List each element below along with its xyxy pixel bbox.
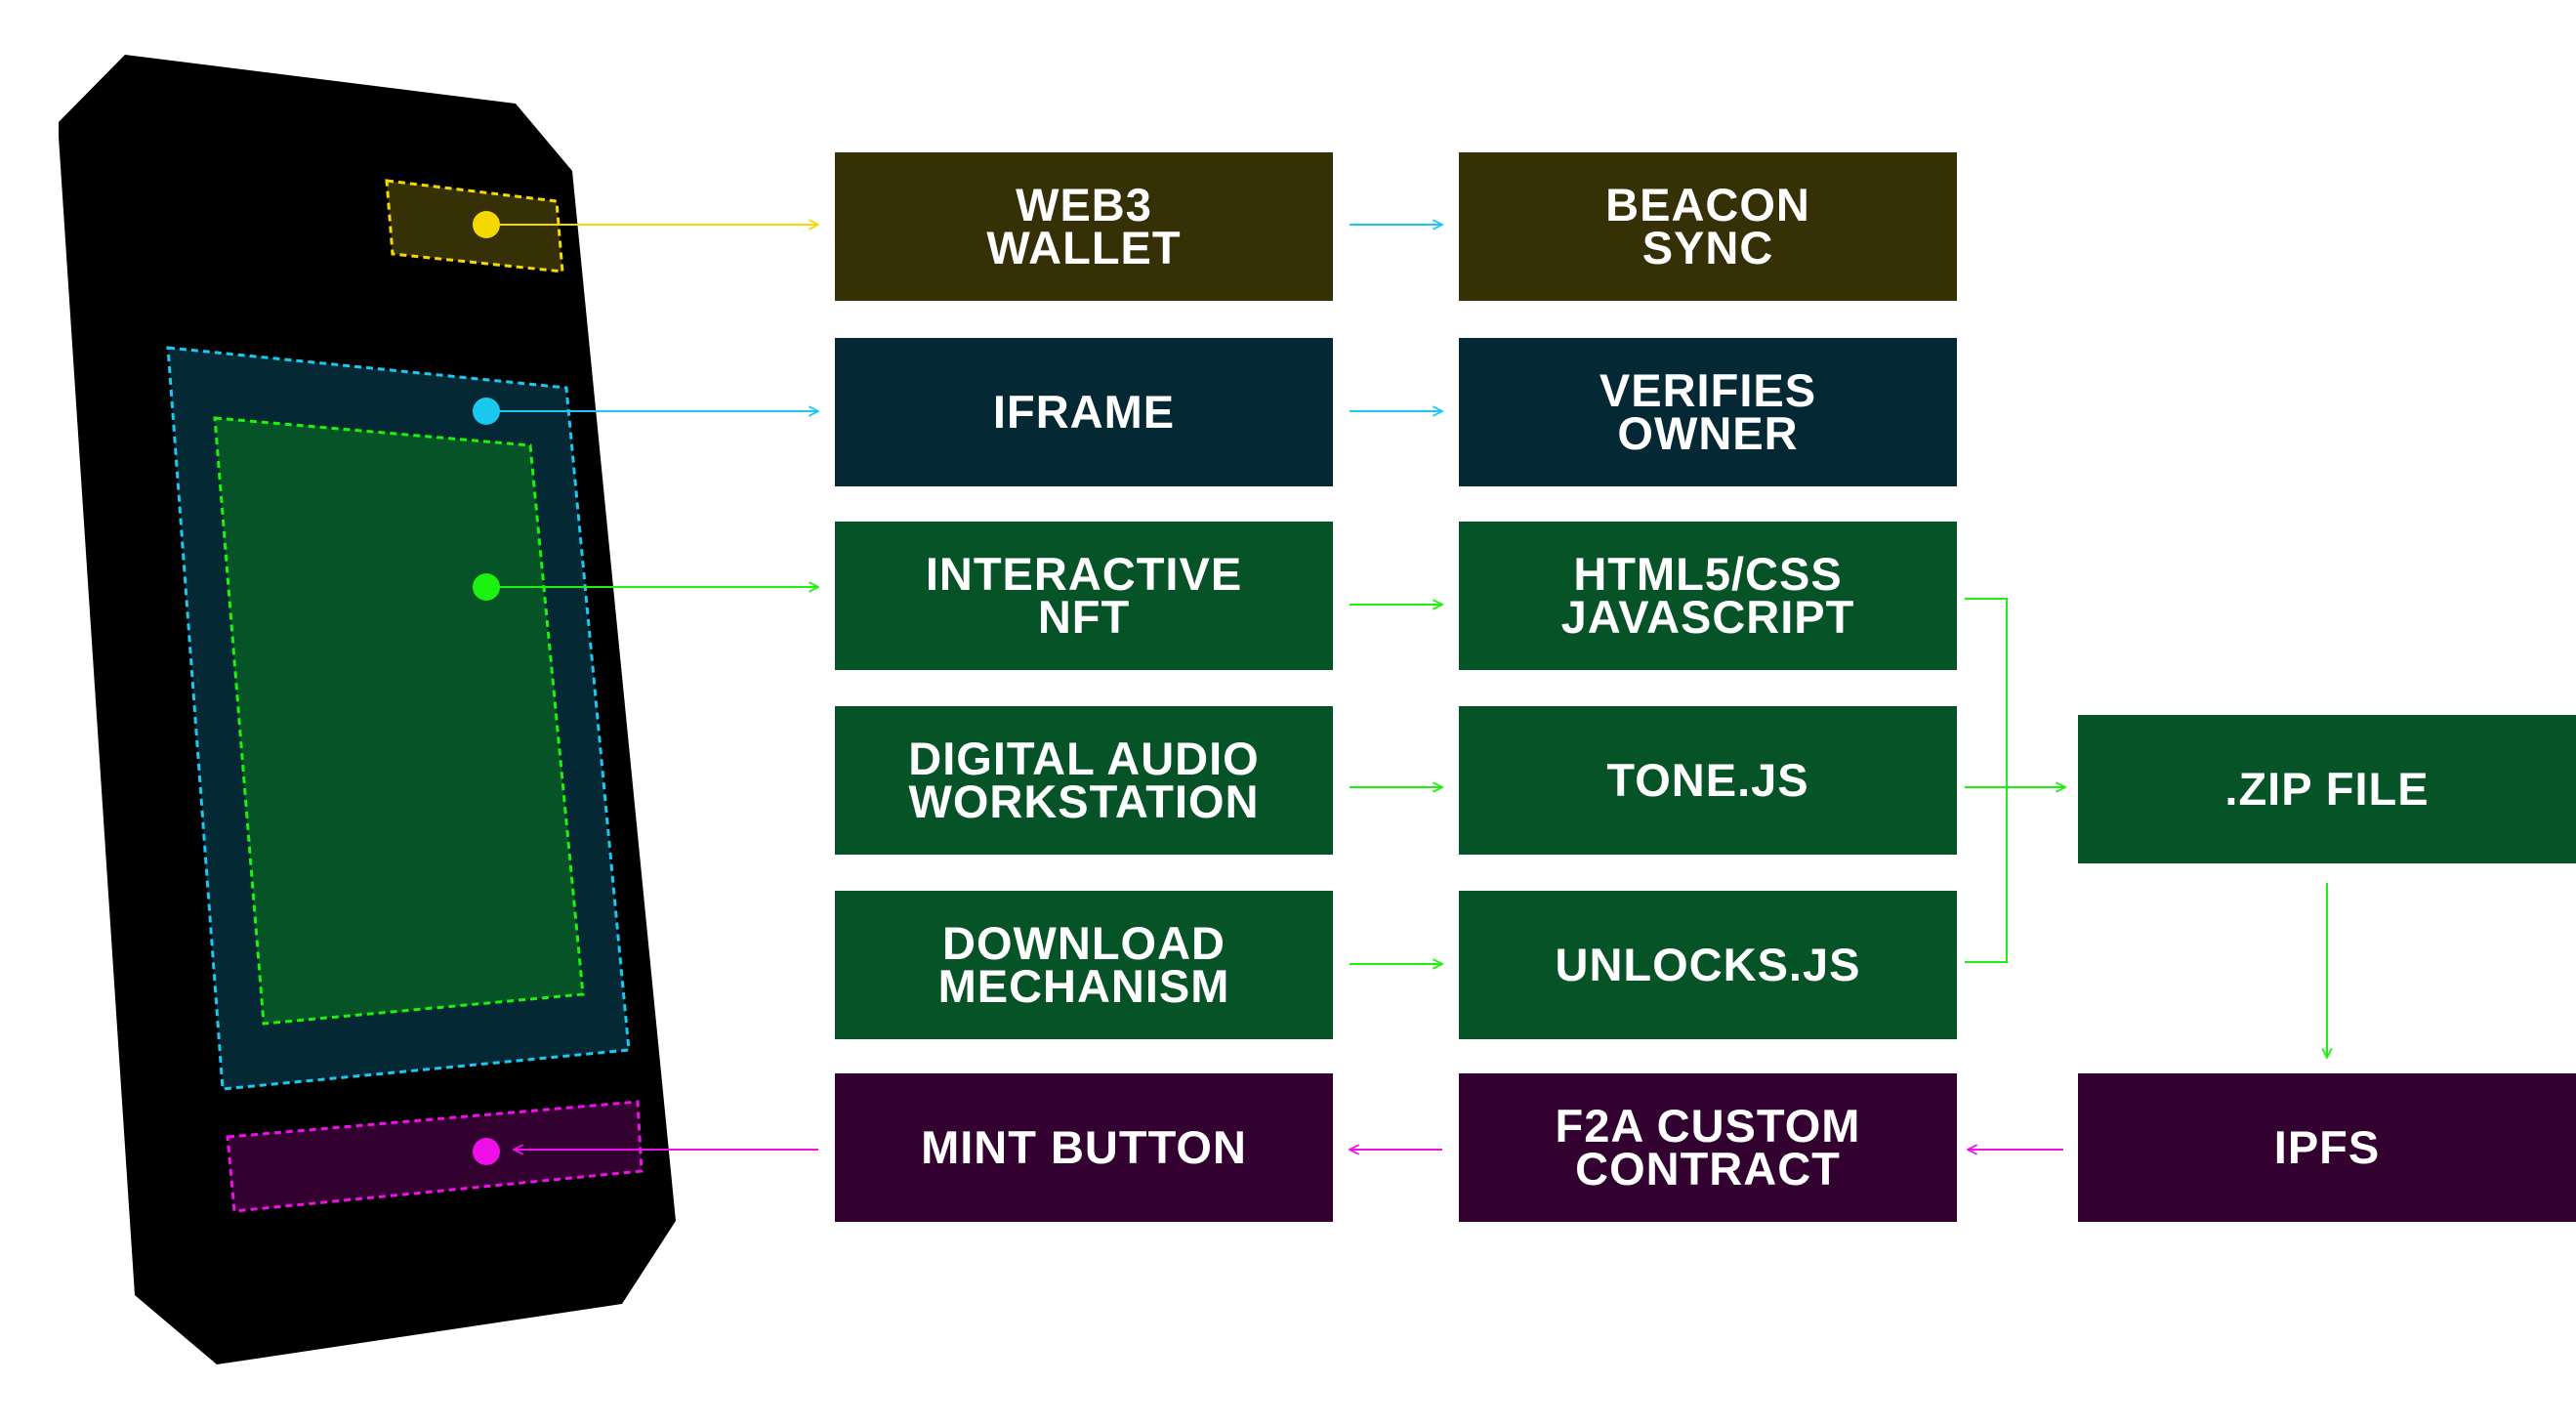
unlocks-js-box: UNLOCKS.JS [1459, 891, 1957, 1039]
verifies-owner-box: VERIFIES OWNER [1459, 338, 1957, 486]
beacon-sync-box: BEACON SYNC [1459, 152, 1957, 301]
web3-wallet-box: WEB3 WALLET [835, 152, 1333, 301]
f2a-contract-line-2: CONTRACT [1575, 1143, 1841, 1195]
interactive-nft-box: INTERACTIVE NFT [835, 522, 1333, 670]
digital-audio-box: DIGITAL AUDIO WORKSTATION [835, 706, 1333, 855]
nft-region [213, 416, 585, 1026]
unlocks-js-label: UNLOCKS.JS [1555, 939, 1861, 990]
download-mechanism-box: DOWNLOAD MECHANISM [835, 891, 1333, 1039]
html5-css-line-2: JAVASCRIPT [1560, 591, 1855, 643]
tone-js-label: TONE.JS [1606, 754, 1809, 806]
beacon-sync-line-2: SYNC [1641, 222, 1774, 273]
bracket-js-sources [1965, 598, 2008, 963]
html5-css-line-1: HTML5/CSS [1573, 548, 1843, 600]
download-mechanism-line-1: DOWNLOAD [942, 917, 1226, 969]
f2a-contract-line-1: F2A CUSTOM [1555, 1100, 1861, 1152]
mint-button-box: MINT BUTTON [835, 1073, 1333, 1222]
mint-region [226, 1100, 644, 1213]
interactive-nft-line-2: NFT [1037, 591, 1131, 643]
zip-file-box: .ZIP FILE [2078, 715, 2576, 863]
digital-audio-line-2: WORKSTATION [908, 776, 1260, 827]
mint-button-label: MINT BUTTON [921, 1121, 1247, 1173]
ipfs-label: IPFS [2273, 1121, 2381, 1173]
ipfs-box: IPFS [2078, 1073, 2576, 1222]
interactive-nft-line-1: INTERACTIVE [925, 548, 1243, 600]
iframe-box: IFRAME [835, 338, 1333, 486]
html5-css-box: HTML5/CSS JAVASCRIPT [1459, 522, 1957, 670]
web3-wallet-line-1: WEB3 [1016, 179, 1152, 231]
beacon-sync-line-1: BEACON [1605, 179, 1810, 231]
verifies-owner-line-2: OWNER [1617, 407, 1799, 459]
web3-wallet-line-2: WALLET [986, 222, 1182, 273]
digital-audio-line-1: DIGITAL AUDIO [908, 733, 1260, 784]
zip-file-label: .ZIP FILE [2224, 763, 2430, 815]
mint-dot [473, 1138, 500, 1165]
f2a-contract-box: F2A CUSTOM CONTRACT [1459, 1073, 1957, 1222]
tone-js-box: TONE.JS [1459, 706, 1957, 855]
download-mechanism-line-2: MECHANISM [937, 960, 1230, 1012]
verifies-owner-line-1: VERIFIES [1599, 364, 1817, 416]
iframe-label: IFRAME [992, 386, 1176, 438]
